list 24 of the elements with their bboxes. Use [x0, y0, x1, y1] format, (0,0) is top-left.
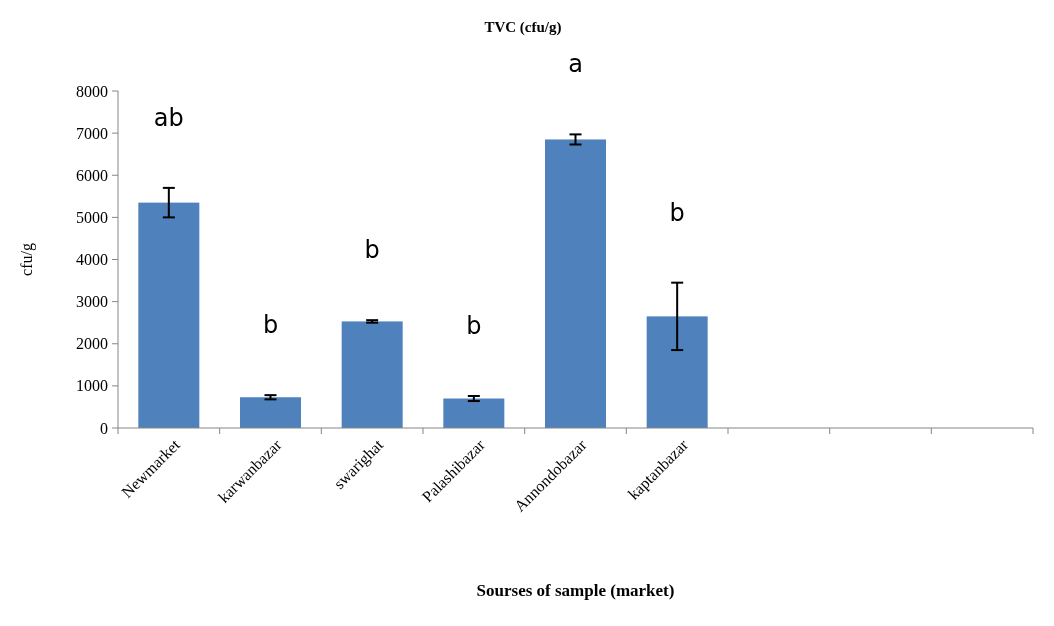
y-tick-label: 0: [100, 419, 108, 437]
y-tick-label: 4000: [76, 251, 108, 269]
bar: [545, 139, 606, 428]
annotation: b: [364, 236, 380, 265]
x-axis-title: Sourses of sample (market): [476, 581, 675, 600]
y-axis-title: cfu/g: [18, 243, 36, 276]
annotation: b: [669, 198, 685, 227]
bar: [138, 202, 200, 428]
bar: [443, 398, 505, 428]
annotation: b: [466, 311, 482, 340]
annotation: b: [262, 311, 279, 340]
y-tick-label: 8000: [76, 82, 108, 100]
y-tick-label: 7000: [76, 124, 108, 142]
y-tick-label: 6000: [76, 166, 108, 184]
y-tick-label: 5000: [76, 208, 108, 226]
y-tick-label: 2000: [76, 335, 108, 353]
bar: [240, 397, 301, 428]
annotation: ab: [153, 103, 184, 132]
text: a: [568, 50, 583, 79]
y-tick-label: 3000: [76, 293, 108, 311]
bar: [646, 316, 708, 428]
chart-title: TVC (cfu/g): [484, 19, 562, 36]
y-tick-label: 1000: [76, 377, 108, 395]
bar: [341, 321, 403, 428]
